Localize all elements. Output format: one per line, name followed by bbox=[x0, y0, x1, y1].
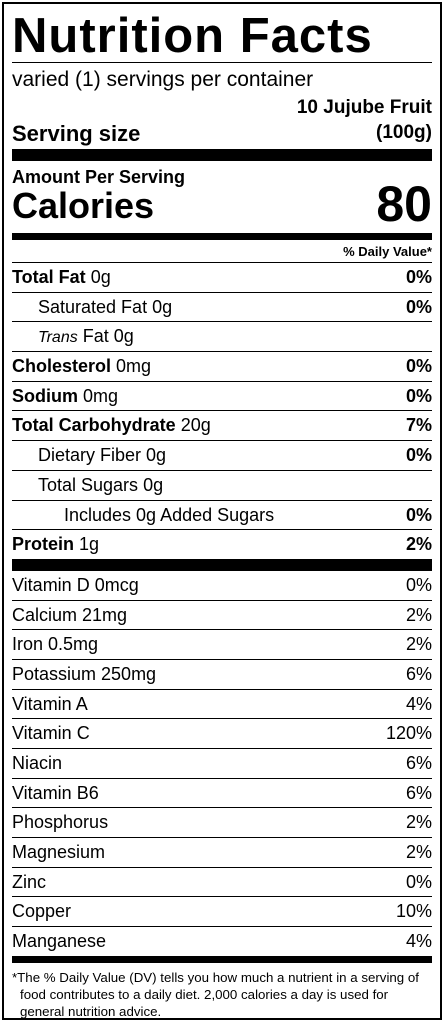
nutrient-name: Protein bbox=[12, 534, 75, 555]
nutrient-row-added-sugars: Includes 0g Added Sugars 0% bbox=[12, 499, 432, 530]
nutrient-name: Total Sugars bbox=[38, 474, 139, 495]
vitamin-dv: 2% bbox=[405, 634, 432, 655]
vitamin-dv: 6% bbox=[405, 663, 432, 684]
vitamin-row: Niacin 6% bbox=[12, 748, 432, 778]
nutrient-amount: 0g bbox=[152, 296, 173, 317]
label-title: Nutrition Facts bbox=[12, 9, 373, 63]
nutrient-row-saturated-fat: Saturated Fat 0g 0% bbox=[12, 291, 432, 322]
vitamin-text: Vitamin C bbox=[12, 723, 90, 744]
medium-divider bbox=[12, 233, 432, 240]
nutrient-amount: 0g bbox=[90, 267, 111, 287]
vitamin-row: Magnesium 2% bbox=[12, 837, 432, 867]
nutrient-amount: 1g bbox=[79, 534, 100, 555]
nutrient-row-sodium: Sodium 0mg 0% bbox=[12, 380, 432, 411]
thick-divider bbox=[12, 149, 432, 161]
vitamin-text: Phosphorus bbox=[12, 812, 109, 833]
vitamin-text: Magnesium bbox=[12, 842, 106, 863]
calories-row: Calories 80 bbox=[12, 176, 432, 233]
nutrient-row-cholesterol: Cholesterol 0mg 0% bbox=[12, 351, 432, 381]
vitamin-row: Calcium 21mg 2% bbox=[12, 599, 432, 630]
vitamin-row: Phosphorus 2% bbox=[12, 807, 432, 837]
serving-size-row: Serving size 10 Jujube Fruit (100g) bbox=[12, 93, 432, 149]
vitamin-row: Iron 0.5mg 2% bbox=[12, 629, 432, 659]
vitamin-text: Potassium 250mg bbox=[12, 663, 157, 684]
vitamin-dv: 0% bbox=[405, 574, 432, 595]
nutrient-row-total-carbohydrate: Total Carbohydrate 20g 7% bbox=[12, 410, 432, 440]
nutrient-row-dietary-fiber: Dietary Fiber 0g 0% bbox=[12, 440, 432, 470]
nutrition-facts-label: Nutrition Facts varied (1) servings per … bbox=[2, 2, 442, 1020]
vitamin-row: Manganese 4% bbox=[12, 926, 432, 956]
nutrient-amount: 0g bbox=[113, 326, 134, 347]
vitamin-dv: 4% bbox=[405, 931, 432, 952]
servings-per-container: varied (1) servings per container bbox=[12, 68, 314, 91]
vitamin-dv: 2% bbox=[405, 604, 432, 625]
vitamin-dv: 2% bbox=[405, 842, 432, 863]
nutrient-name: Saturated Fat bbox=[38, 296, 148, 317]
vitamin-dv: 10% bbox=[395, 901, 432, 922]
nutrient-name: Total Carbohydrate bbox=[12, 415, 176, 436]
vitamin-row: Zinc 0% bbox=[12, 866, 432, 897]
serving-size-value-line1: 10 Jujube Fruit bbox=[296, 97, 432, 118]
vitamin-row: Vitamin A 4% bbox=[12, 688, 432, 719]
vitamin-text: Zinc bbox=[12, 871, 47, 892]
nutrient-name: Includes 0g Added Sugars bbox=[64, 504, 275, 525]
vitamin-text: Vitamin D 0mcg bbox=[12, 574, 139, 595]
nutrient-amount: 20g bbox=[180, 415, 211, 436]
calories-value: 80 bbox=[376, 176, 432, 232]
footnote: *The % Daily Value (DV) tells you how mu… bbox=[12, 969, 419, 1019]
nutrient-name: Fat bbox=[82, 326, 109, 347]
vitamin-text: Vitamin B6 bbox=[12, 782, 99, 803]
nutrient-dv: 0% bbox=[405, 504, 432, 525]
nutrient-name: Cholesterol bbox=[12, 356, 112, 377]
nutrient-amount: 0mg bbox=[83, 385, 119, 406]
vitamin-text: Manganese bbox=[12, 931, 107, 952]
nutrient-dv: 0% bbox=[405, 296, 432, 317]
vitamin-text: Niacin bbox=[12, 753, 63, 773]
medium-divider bbox=[12, 955, 432, 963]
nutrient-name: Sodium bbox=[12, 385, 78, 406]
vitamin-dv: 6% bbox=[405, 782, 432, 803]
serving-size-label: Serving size bbox=[12, 121, 141, 146]
vitamin-text: Calcium 21mg bbox=[12, 604, 128, 625]
thick-divider bbox=[12, 558, 432, 571]
serving-size-value: 10 Jujube Fruit (100g) bbox=[297, 95, 432, 145]
nutrient-dv: 0% bbox=[405, 445, 432, 466]
vitamin-row: Vitamin C 120% bbox=[12, 718, 432, 748]
amount-per-serving: Amount Per Serving bbox=[12, 167, 186, 187]
nutrient-amount: 0g bbox=[146, 445, 167, 466]
nutrient-amount: 0g bbox=[143, 474, 164, 495]
nutrient-name-italic: Trans bbox=[38, 329, 78, 347]
nutrient-amount: 0mg bbox=[116, 356, 152, 377]
nutrient-dv: 0% bbox=[405, 385, 432, 406]
divider bbox=[12, 62, 432, 63]
nutrient-row-total-sugars: Total Sugars 0g bbox=[12, 469, 432, 500]
daily-value-header: % Daily Value* bbox=[343, 244, 432, 259]
nutrient-name: Total Fat bbox=[12, 267, 86, 287]
nutrient-dv: 0% bbox=[405, 356, 432, 377]
serving-size-value-line2: (100g) bbox=[376, 122, 432, 143]
vitamin-dv: 4% bbox=[405, 693, 432, 714]
vitamin-row: Potassium 250mg 6% bbox=[12, 658, 432, 689]
nutrient-row-protein: Protein 1g 2% bbox=[12, 529, 432, 559]
vitamin-dv: 2% bbox=[405, 812, 432, 833]
vitamin-row: Copper 10% bbox=[12, 896, 432, 926]
vitamin-dv: 6% bbox=[405, 753, 432, 773]
vitamin-row: Vitamin B6 6% bbox=[12, 777, 432, 808]
vitamin-row: Vitamin D 0mcg 0% bbox=[12, 571, 432, 600]
calories-label: Calories bbox=[12, 185, 155, 226]
vitamin-dv: 120% bbox=[385, 723, 432, 744]
vitamin-dv: 0% bbox=[405, 871, 432, 892]
nutrient-dv: 2% bbox=[405, 534, 432, 555]
nutrient-row-trans-fat: Trans Fat 0g bbox=[12, 321, 432, 351]
vitamin-text: Iron 0.5mg bbox=[12, 634, 99, 655]
nutrient-dv: 7% bbox=[405, 415, 432, 436]
nutrient-dv: 0% bbox=[405, 267, 432, 287]
nutrient-row-total-fat: Total Fat 0g 0% bbox=[12, 262, 432, 292]
vitamin-text: Vitamin A bbox=[12, 693, 88, 714]
nutrient-name: Dietary Fiber bbox=[38, 445, 142, 466]
vitamin-text: Copper bbox=[12, 901, 72, 922]
